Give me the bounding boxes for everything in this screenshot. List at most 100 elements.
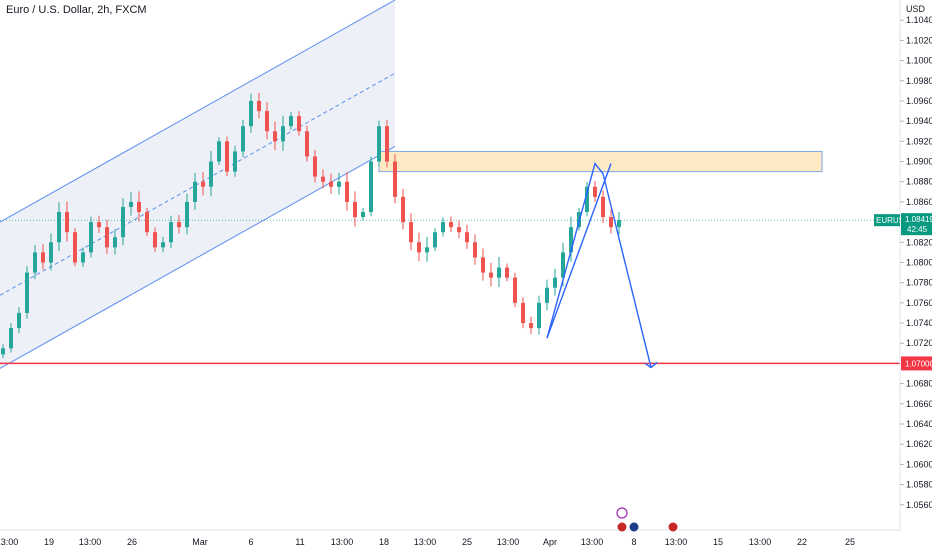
price-tick-label: 1.06200 [906, 439, 932, 449]
time-tick-label: 13:00 [581, 537, 604, 547]
wedge-line [546, 163, 612, 339]
currency-label: USD [906, 4, 926, 14]
price-tick-label: 1.09600 [906, 96, 932, 106]
time-tick-label: 13:00 [331, 537, 354, 547]
candle-body [497, 267, 501, 278]
time-tick-label: 15 [713, 537, 723, 547]
price-tick-label: 1.06000 [906, 459, 932, 469]
candle-body [297, 116, 301, 132]
time-tick-label: 13:00 [414, 537, 437, 547]
candle-body [169, 222, 173, 243]
candle-body [305, 131, 309, 157]
candle-body [513, 277, 517, 303]
candle-body [193, 181, 197, 202]
time-tick-label: 13:00 [497, 537, 520, 547]
candle-body [201, 181, 205, 187]
candle-body [145, 212, 149, 233]
projection-path [546, 162, 652, 368]
candle-body [121, 206, 125, 238]
channel-median-line [0, 72, 396, 296]
candle-body [505, 267, 509, 278]
candle-body [433, 232, 437, 248]
candle-body [97, 222, 101, 228]
candle-body [353, 201, 357, 218]
symbol-tag [874, 214, 900, 227]
candle-body [185, 201, 189, 228]
candle-body [257, 100, 261, 112]
candle-body [441, 222, 445, 233]
candle-body [41, 252, 45, 263]
price-tick-label: 1.07800 [906, 278, 932, 288]
candle-body [233, 151, 237, 172]
candle-body [49, 242, 53, 263]
candle-body [161, 242, 165, 248]
price-tick-label: 1.07400 [906, 318, 932, 328]
price-tick-label: 1.06600 [906, 399, 932, 409]
candle-body [393, 161, 397, 197]
candle-body [137, 201, 141, 212]
time-tick-label: 13:00 [0, 537, 18, 547]
candle-body [225, 141, 229, 172]
candle-body [417, 242, 421, 253]
price-tick-label: 1.10000 [906, 56, 932, 66]
candle-body [249, 100, 253, 127]
projection-arrowhead [644, 361, 658, 369]
candle-body [321, 176, 325, 182]
support-price-tag-label: 1.07000 [905, 359, 932, 368]
price-tick-label: 1.09200 [906, 136, 932, 146]
candle-body [313, 156, 317, 177]
price-tick-label: 1.08200 [906, 237, 932, 247]
candle-body [153, 232, 157, 248]
time-tick-label: 13:00 [665, 537, 688, 547]
candle-body [521, 302, 525, 324]
candle-body [265, 111, 269, 132]
candle-body [609, 217, 613, 228]
time-tick-label: 22 [797, 537, 807, 547]
candle-body [73, 232, 77, 263]
candle-body [337, 181, 341, 187]
candle-body [57, 212, 61, 243]
candle-body [553, 277, 557, 288]
candle-body [369, 161, 373, 212]
price-tick-label: 1.05800 [906, 480, 932, 490]
countdown-label: 42:45 [907, 225, 928, 234]
candle-body [361, 212, 365, 218]
candle-body [177, 222, 181, 228]
price-tick-label: 1.09000 [906, 157, 932, 167]
candle-body [1, 348, 5, 355]
us-flag-icon [616, 521, 628, 533]
candle-body [25, 272, 29, 313]
candle-body [113, 237, 117, 248]
time-tick-label: Mar [192, 537, 208, 547]
time-tick-label: 11 [295, 537, 304, 547]
eu-event-icon [628, 521, 640, 533]
candle-body [81, 252, 85, 263]
candle-body [129, 201, 133, 207]
lightning-event-icon [616, 507, 628, 519]
candle-body [465, 232, 469, 243]
price-tick-label: 1.08000 [906, 257, 932, 267]
candle-body [105, 227, 109, 248]
chart-title: Euro / U.S. Dollar, 2h, FXCM [6, 4, 147, 16]
price-tick-label: 1.10200 [906, 35, 932, 45]
price-tick-label: 1.09400 [906, 116, 932, 126]
candle-body [481, 257, 485, 273]
candle-body [569, 227, 573, 253]
price-tick-label: 1.09800 [906, 76, 932, 86]
candle-body [401, 196, 405, 223]
price-tick-label: 1.07600 [906, 298, 932, 308]
candle-body [89, 222, 93, 253]
current-price-tag [901, 213, 932, 236]
price-tick-label: 1.05600 [906, 500, 932, 510]
current-price-label: 1.08419 [905, 215, 932, 224]
candle-body [9, 328, 13, 349]
channel-upper-line [0, 0, 396, 223]
candle-body [585, 186, 589, 212]
candle-body [425, 247, 429, 253]
candle-body [209, 161, 213, 187]
us-flag-icon [667, 521, 679, 533]
candle-body [473, 242, 477, 258]
resistance-zone [378, 150, 823, 173]
